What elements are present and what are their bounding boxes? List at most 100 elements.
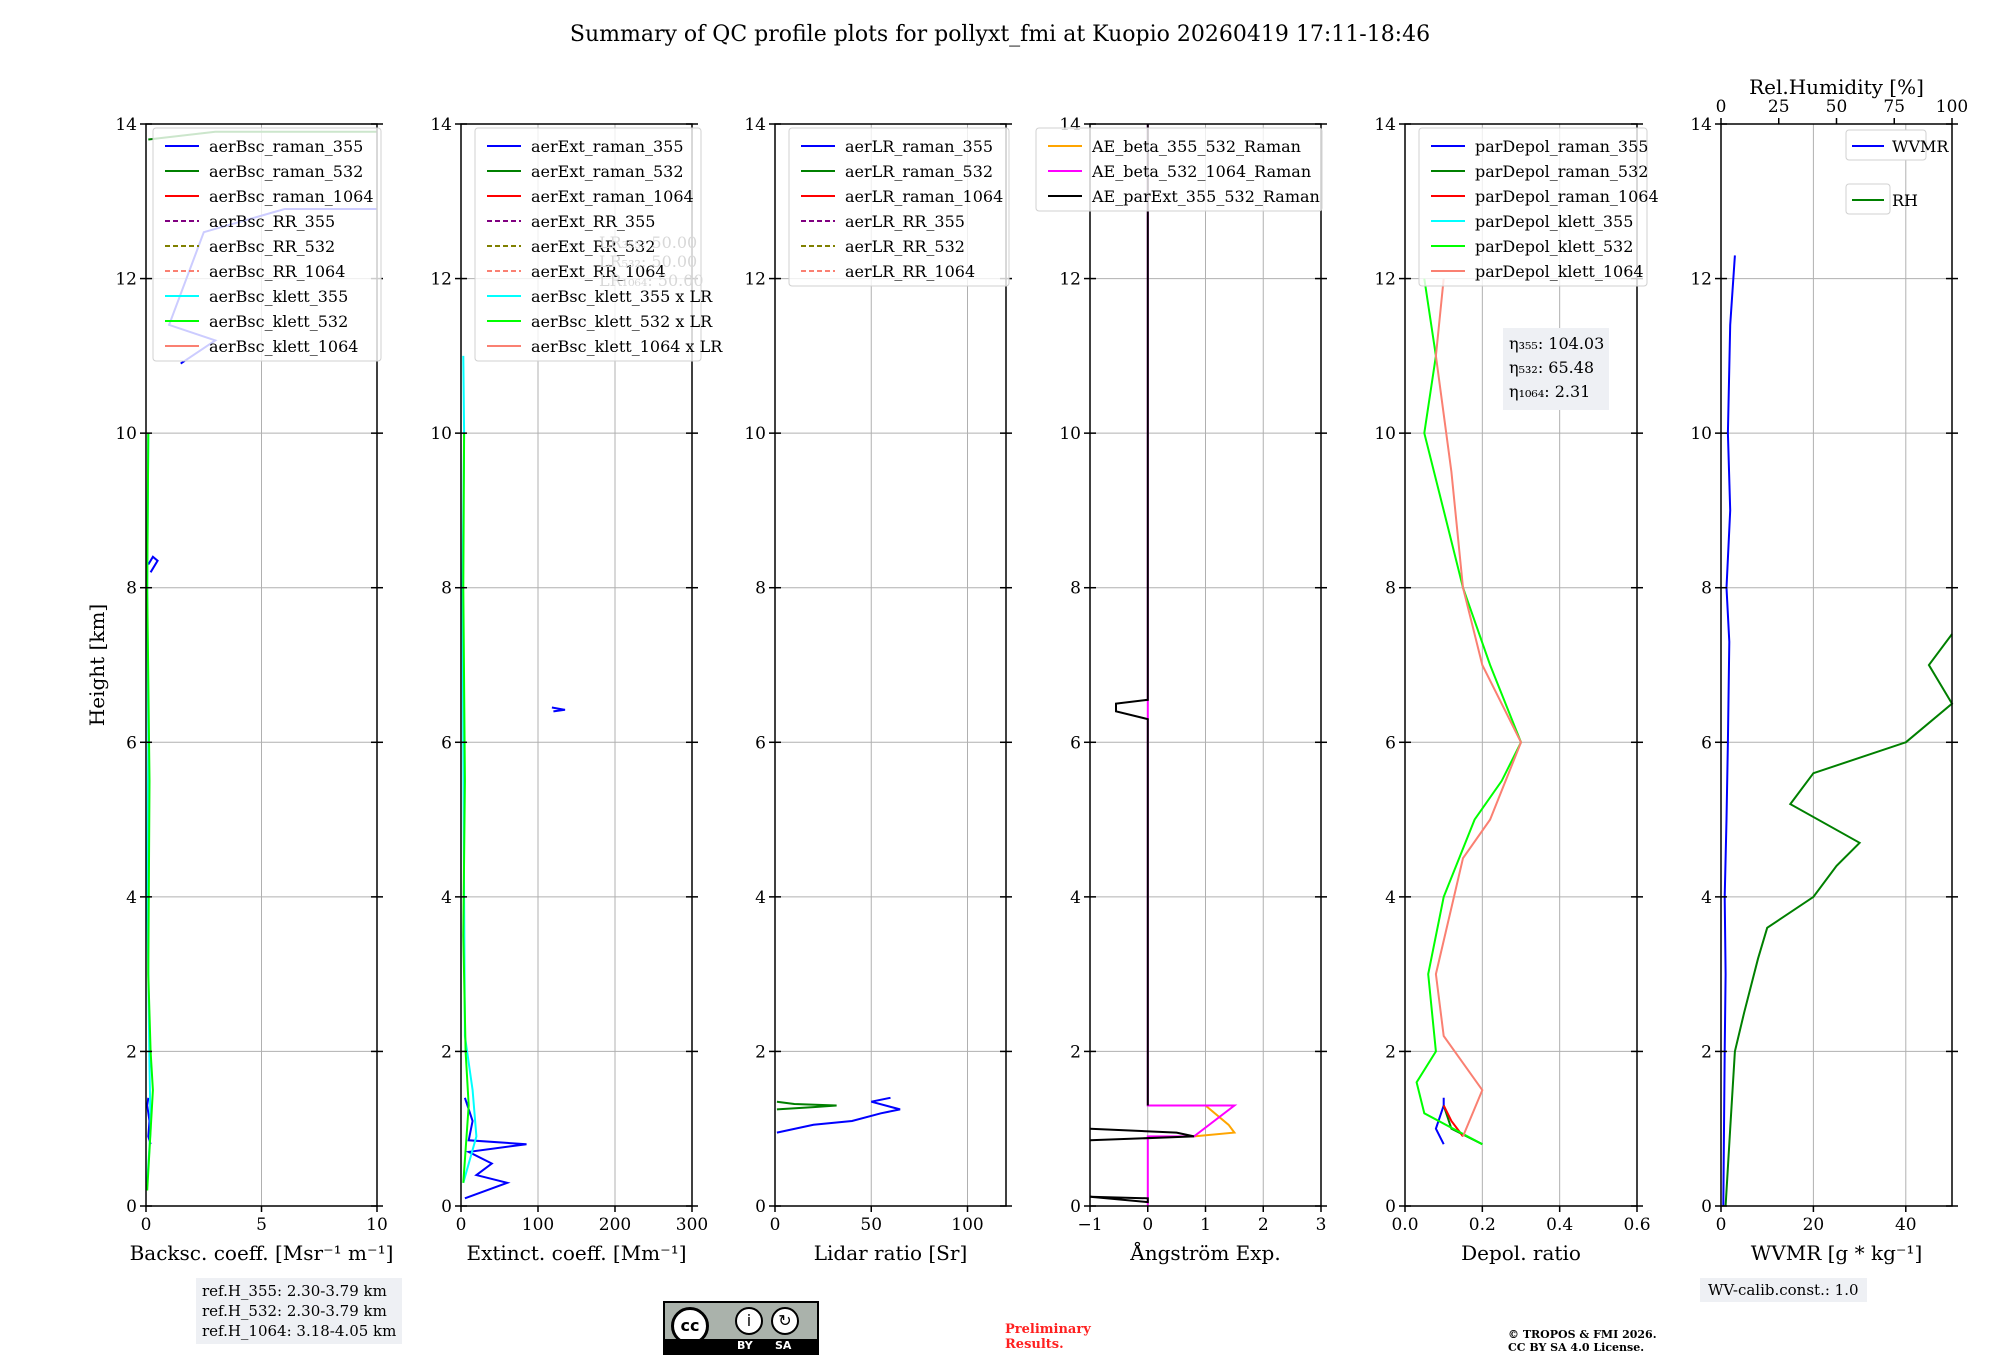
legend-label: AE_beta_355_532_Raman — [1091, 137, 1301, 156]
x-tick-label: 0.2 — [1469, 1215, 1496, 1235]
x-axis-label: Depol. ratio — [1461, 1241, 1581, 1265]
legend-label: RH — [1892, 191, 1918, 210]
x-tick-label: 40 — [1895, 1215, 1917, 1235]
series-line-aerExt_raman_355-upper — [551, 706, 566, 713]
legend-label: aerExt_raman_1064 — [531, 187, 694, 206]
series-line-WVMR — [1722, 255, 1736, 1207]
copyright-line-2: CC BY SA 4.0 License. — [1508, 1341, 1645, 1354]
eta-label: η₅₃₂: 65.48 — [1509, 358, 1594, 377]
series-line-aerExt_raman_355 — [463, 1097, 527, 1200]
share-alike-icon: ↻ — [771, 1307, 799, 1335]
legend-box — [474, 127, 702, 362]
y-tick-label: 10 — [115, 424, 137, 444]
x-tick-label: 10 — [366, 1215, 388, 1235]
y-tick-label: 14 — [744, 115, 766, 135]
lidar-ratio-label: LR₃₅₅: 50.00 — [599, 233, 697, 252]
y-tick-label: 0 — [755, 1197, 766, 1217]
y-tick-label: 8 — [1701, 579, 1712, 599]
legend-label: parDepol_raman_355 — [1475, 137, 1648, 156]
y-tick-label: 6 — [1701, 733, 1712, 753]
y-tick-label: 6 — [441, 733, 452, 753]
series-line-aerLR_raman_355 — [776, 1096, 901, 1134]
panel-lr: 0 2 4 6 8 10 12 14 0 50 100 Lidar ratio [Sr] aerLR_r… — [744, 115, 1012, 1265]
y-tick-label: 0 — [1070, 1197, 1081, 1217]
panel-bsc: 0 2 4 6 8 10 12 14 0 5 10 Backsc. coeff. [Msr⁻¹ m⁻¹… — [115, 115, 393, 1265]
cc-sa-label: SA — [775, 1339, 792, 1352]
legend-label: aerBsc_klett_1064 x LR — [531, 337, 723, 356]
x-tick-label: 2 — [1258, 1215, 1269, 1235]
x-tick-label: 100 — [951, 1215, 983, 1235]
legend-label: aerBsc_klett_355 x LR — [531, 287, 713, 306]
y-tick-label: 4 — [755, 888, 766, 908]
y-tick-label: 12 — [744, 270, 766, 290]
x-tick-label: 100 — [522, 1215, 554, 1235]
series-line-parDepol_klett_532 — [1415, 278, 1523, 1146]
x-tick-label: 1 — [1200, 1215, 1211, 1235]
y-tick-label: 4 — [1385, 888, 1396, 908]
legend-label: aerExt_raman_355 — [531, 137, 684, 156]
legend-label: aerBsc_klett_1064 — [209, 337, 358, 356]
legend-label: aerBsc_klett_532 x LR — [531, 312, 713, 331]
x-axis-label: WVMR [g * kg⁻¹] — [1751, 1241, 1923, 1265]
legend-box — [1418, 127, 1648, 287]
x-tick-label: 0 — [141, 1215, 152, 1235]
y-tick-label: 2 — [126, 1042, 137, 1062]
wv-calib-box: WV-calib.const.: 1.0 — [1700, 1278, 1867, 1302]
legend-label: aerBsc_raman_355 — [209, 137, 363, 156]
y-tick-label: 4 — [126, 888, 137, 908]
ref-height-box: ref.H_355: 2.30-3.79 km ref.H_532: 2.30-… — [196, 1278, 403, 1344]
panel-depol: 0 2 4 6 8 10 12 14 0.0 0.2 0.4 0.6 Depol. ratio parDe… — [1374, 115, 1658, 1265]
legend-label: aerLR_RR_532 — [845, 237, 965, 256]
legend-box — [152, 127, 382, 362]
legend-label: aerExt_raman_532 — [531, 162, 684, 181]
y-tick-label: 10 — [1059, 424, 1081, 444]
y-tick-label: 8 — [1385, 579, 1396, 599]
y-tick-label: 2 — [441, 1042, 452, 1062]
top-x-tick-label: 50 — [1826, 97, 1848, 117]
preliminary-note: Preliminary Results. — [1005, 1322, 1091, 1352]
y-tick-label: 4 — [1070, 888, 1081, 908]
copyright-note: © TROPOS & FMI 2026. CC BY SA 4.0 Licens… — [1508, 1328, 1657, 1354]
legend-label: aerExt_RR_355 — [531, 212, 655, 231]
eta-label: η₃₅₅: 104.03 — [1509, 334, 1604, 353]
y-tick-label: 14 — [1690, 115, 1712, 135]
y-tick-label: 4 — [1701, 888, 1712, 908]
series-line-AE_parExt_355_532_Raman — [1089, 1195, 1149, 1204]
axes-frame — [774, 123, 1007, 1207]
x-tick-label: 20 — [1803, 1215, 1825, 1235]
eta-box — [1503, 328, 1609, 410]
legend-label: parDepol_klett_532 — [1475, 237, 1633, 256]
legend-label: aerBsc_RR_1064 — [209, 262, 345, 281]
y-axis-label: Height [km] — [85, 604, 109, 726]
y-tick-label: 8 — [441, 579, 452, 599]
legend-label: aerLR_raman_532 — [845, 162, 993, 181]
preliminary-line-1: Preliminary — [1005, 1322, 1091, 1337]
y-tick-label: 6 — [1070, 733, 1081, 753]
y-tick-label: 2 — [755, 1042, 766, 1062]
ref-height-532: ref.H_532: 2.30-3.79 km — [202, 1302, 387, 1320]
y-tick-label: 10 — [430, 424, 452, 444]
axes-frame — [1404, 123, 1638, 1207]
top-x-axis-label: Rel.Humidity [%] — [1749, 75, 1924, 99]
y-tick-label: 8 — [755, 579, 766, 599]
legend-box — [788, 127, 1010, 287]
top-x-tick-label: 100 — [1936, 97, 1968, 117]
y-tick-label: 0 — [126, 1197, 137, 1217]
cc-license-logo: cc i ↻ BY SA — [663, 1301, 819, 1355]
legend-label: aerBsc_RR_532 — [209, 237, 335, 256]
legend-label: aerExt_RR_532 — [531, 237, 655, 256]
x-tick-label: 50 — [860, 1215, 882, 1235]
x-tick-label: 0.4 — [1546, 1215, 1573, 1235]
y-tick-label: 12 — [1690, 270, 1712, 290]
top-x-tick-label: 75 — [1883, 97, 1905, 117]
series-line-RH — [1724, 633, 1954, 1207]
y-tick-label: 0 — [441, 1197, 452, 1217]
legend-label: parDepol_raman_532 — [1475, 162, 1648, 181]
x-tick-label: −1 — [1077, 1215, 1102, 1235]
top-x-tick-label: 25 — [1768, 97, 1790, 117]
y-tick-label: 8 — [1070, 579, 1081, 599]
person-icon: i — [735, 1307, 763, 1335]
eta-label: η₁₀₆₄: 2.31 — [1509, 382, 1590, 401]
